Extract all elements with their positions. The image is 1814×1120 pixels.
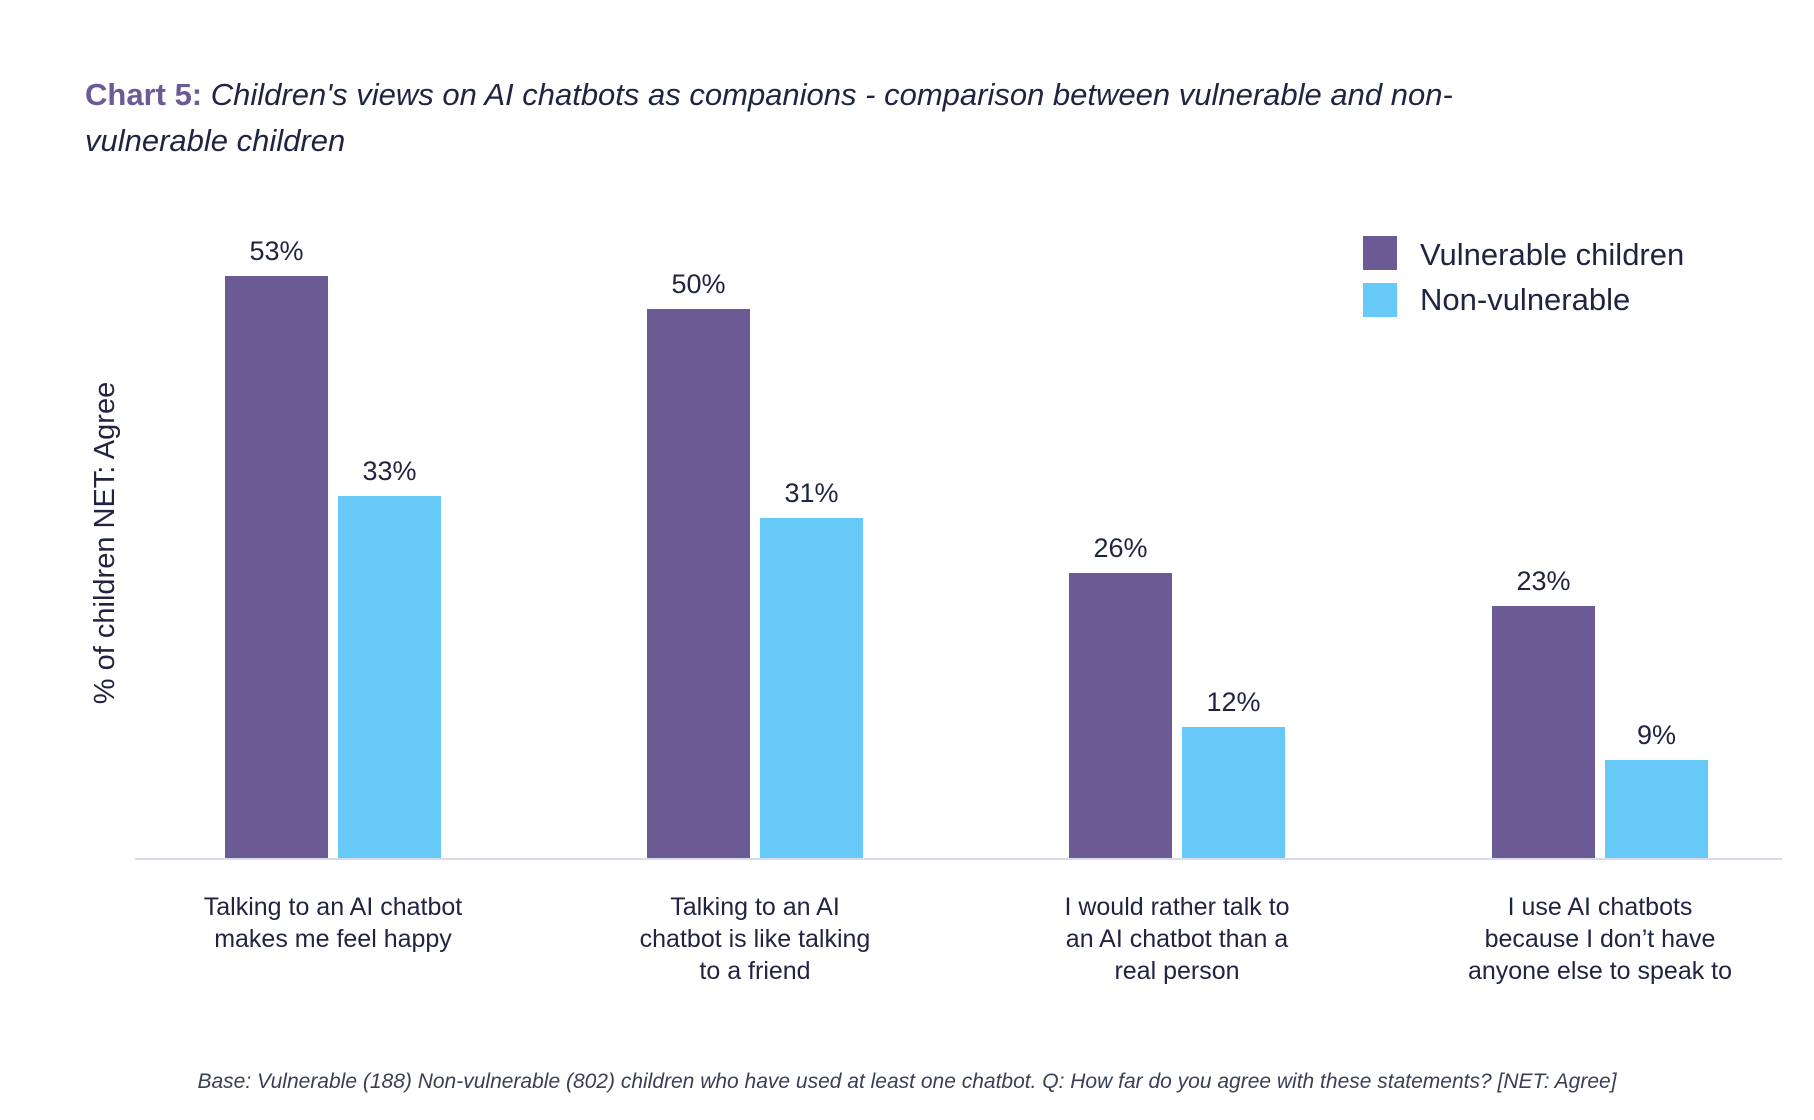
data-label-vulnerable-0: 53% [249, 236, 303, 266]
category-label-1-line-1: chatbot is like talking [640, 925, 871, 953]
data-label-vulnerable-3: 23% [1516, 566, 1570, 596]
category-label-0-line-1: makes me feel happy [214, 925, 452, 953]
chart-title: Chart 5: Children's views on AI chatbots… [85, 72, 1525, 164]
data-label-non-vulnerable-1: 31% [784, 478, 838, 508]
footnote: Base: Vulnerable (188) Non-vulnerable (8… [197, 1070, 1617, 1093]
category-label-2-line-2: real person [1114, 957, 1239, 985]
category-label-3-line-0: I use AI chatbots [1508, 893, 1693, 921]
bar-vulnerable-2 [1069, 573, 1172, 859]
legend-label-vulnerable: Vulnerable children [1420, 237, 1684, 272]
data-label-non-vulnerable-3: 9% [1637, 720, 1676, 750]
category-label-1-line-2: to a friend [699, 957, 810, 985]
data-label-vulnerable-1: 50% [671, 269, 725, 299]
category-label-3-line-2: anyone else to speak to [1468, 957, 1732, 985]
bar-vulnerable-0 [225, 276, 328, 859]
legend-swatch-vulnerable [1363, 236, 1397, 270]
bars-layer [225, 276, 1708, 859]
bar-non-vulnerable-2 [1182, 727, 1285, 859]
bar-vulnerable-1 [647, 309, 750, 859]
chart-area: 53% 33% 50% 31% 26% 12% 23% 9% Talking to an AI… [89, 236, 1782, 985]
category-label-1-line-0: Talking to an AI [670, 893, 840, 921]
bar-vulnerable-3 [1492, 606, 1595, 859]
data-label-non-vulnerable-0: 33% [362, 456, 416, 486]
data-label-non-vulnerable-2: 12% [1206, 687, 1260, 717]
category-label-3-line-1: because I don’t have [1485, 925, 1716, 953]
legend-swatch-non-vulnerable [1363, 283, 1397, 317]
category-label-2-line-0: I would rather talk to [1064, 893, 1289, 921]
legend: Vulnerable children Non-vulnerable [1363, 236, 1684, 317]
bar-non-vulnerable-1 [760, 518, 863, 859]
chart-title-prefix: Chart 5: [85, 77, 203, 112]
bar-non-vulnerable-0 [338, 496, 441, 859]
bar-labels-layer: 53% 33% 50% 31% 26% 12% 23% 9% [249, 236, 1676, 750]
y-axis-label: % of children NET: Agree [89, 382, 121, 704]
bar-non-vulnerable-3 [1605, 760, 1708, 859]
category-labels-layer: Talking to an AI chatbot makes me feel ha… [204, 893, 1732, 985]
chart-title-text: Children's views on AI chatbots as compa… [85, 77, 1453, 158]
legend-label-non-vulnerable: Non-vulnerable [1420, 282, 1630, 317]
category-label-2-line-1: an AI chatbot than a [1066, 925, 1288, 953]
category-label-0-line-0: Talking to an AI chatbot [204, 893, 463, 921]
data-label-vulnerable-2: 26% [1093, 533, 1147, 563]
